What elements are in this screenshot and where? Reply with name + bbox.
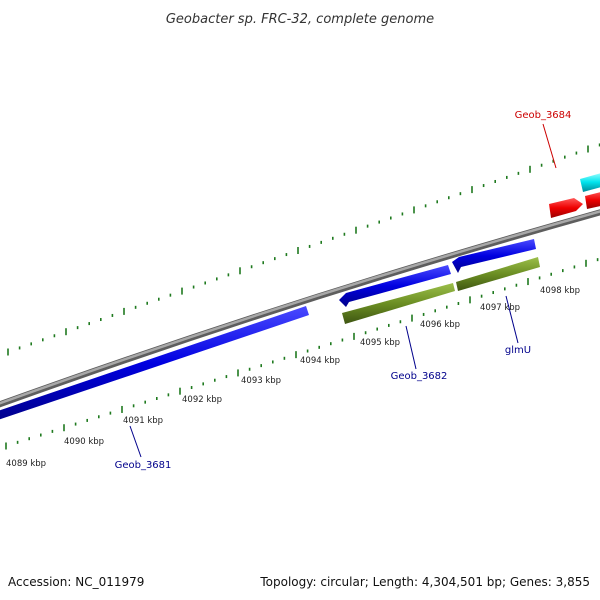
gene-red-arrow[interactable] (549, 198, 583, 218)
inner-tick-row (5, 258, 599, 450)
leader-lines (129, 123, 557, 458)
gene-blue-arrow-1[interactable] (339, 265, 451, 307)
genome-backbone (0, 209, 600, 408)
scale-label: 4097 kbp (480, 303, 520, 313)
accession-text: Accession: NC_011979 (8, 575, 144, 589)
gene-geob-3684[interactable] (585, 191, 600, 209)
scale-label: 4095 kbp (360, 338, 400, 348)
gene-glmu[interactable] (456, 257, 540, 291)
label-geob-3682[interactable]: Geob_3682 (391, 371, 448, 382)
genome-summary-text: Topology: circular; Length: 4,304,501 bp… (259, 575, 590, 589)
gene-blue-arrow-2[interactable] (452, 239, 536, 273)
scale-label: 4093 kbp (241, 376, 281, 386)
map-title: Geobacter sp. FRC-32, complete genome (166, 12, 434, 27)
gene-features (0, 172, 600, 421)
label-glmu[interactable]: glmU (505, 345, 531, 356)
gene-geob-3682[interactable] (342, 283, 455, 324)
label-geob-3681[interactable]: Geob_3681 (115, 460, 172, 471)
scale-label: 4094 kbp (300, 356, 340, 366)
label-geob-3684[interactable]: Geob_3684 (515, 110, 572, 121)
outer-tick-row (7, 143, 600, 356)
scale-labels: 4089 kbp 4090 kbp 4091 kbp 4092 kbp 4093… (6, 286, 580, 469)
scale-label: 4089 kbp (6, 459, 46, 469)
scale-label: 4098 kbp (540, 286, 580, 296)
scale-label: 4090 kbp (64, 437, 104, 447)
gene-cyan[interactable] (580, 172, 600, 192)
scale-label: 4092 kbp (182, 395, 222, 405)
scale-label: 4091 kbp (123, 416, 163, 426)
gene-geob-3681[interactable] (0, 306, 309, 421)
scale-label: 4096 kbp (420, 320, 460, 330)
